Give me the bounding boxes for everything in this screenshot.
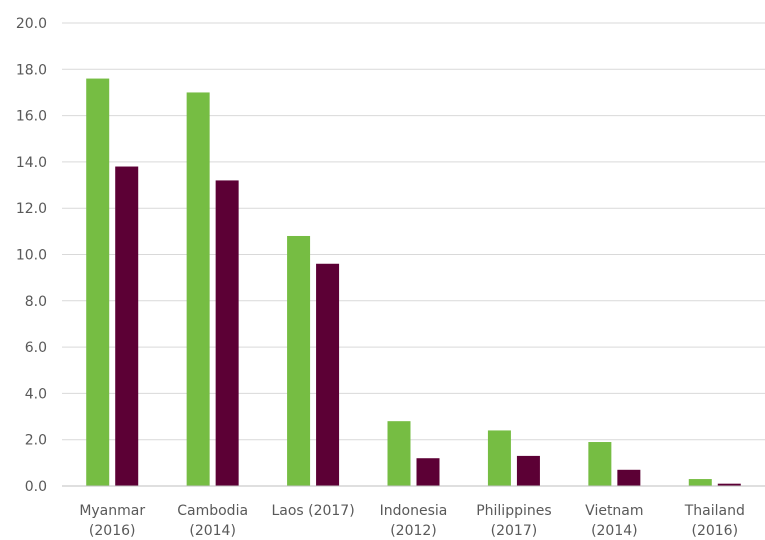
bar-series-2 bbox=[617, 470, 640, 486]
x-category-label: (2014) bbox=[189, 523, 236, 539]
x-category-label: (2014) bbox=[591, 523, 638, 539]
x-category-label: Philippines bbox=[476, 503, 551, 519]
x-category-label: Laos (2017) bbox=[271, 503, 354, 519]
bar-series-2 bbox=[316, 264, 339, 486]
x-category-label: (2016) bbox=[89, 523, 136, 539]
y-tick-label: 16.0 bbox=[16, 109, 47, 125]
x-category-label: (2016) bbox=[692, 523, 739, 539]
x-category-label: Indonesia bbox=[380, 503, 448, 519]
y-tick-label: 4.0 bbox=[25, 386, 47, 402]
bars bbox=[86, 79, 741, 486]
x-category-label: Vietnam bbox=[585, 503, 643, 519]
bar-series-2 bbox=[115, 167, 138, 486]
y-tick-label: 20.0 bbox=[16, 16, 47, 32]
bar-series-1 bbox=[388, 421, 411, 486]
y-axis-ticks: 0.0 2.0 4.0 6.0 8.0 10.0 12.0 14.0 16.0 18.0 20.0 bbox=[16, 16, 47, 495]
bar-series-2 bbox=[517, 456, 540, 486]
x-category-label: Thailand bbox=[684, 503, 745, 519]
bar-series-1 bbox=[588, 442, 611, 486]
x-category-label: Cambodia bbox=[177, 503, 248, 519]
x-category-label: (2017) bbox=[491, 523, 538, 539]
y-tick-label: 18.0 bbox=[16, 62, 47, 78]
y-tick-label: 0.0 bbox=[25, 479, 47, 495]
y-tick-label: 2.0 bbox=[25, 433, 47, 449]
x-axis-category-labels: Myanmar (2016) Cambodia (2014) Laos (2017) In… bbox=[79, 503, 745, 539]
bar-series-1 bbox=[287, 236, 310, 486]
bar-series-2 bbox=[417, 458, 440, 486]
bar-series-1 bbox=[187, 92, 210, 486]
bar-series-2 bbox=[216, 180, 239, 486]
y-tick-label: 6.0 bbox=[25, 340, 47, 356]
x-category-label: (2012) bbox=[390, 523, 437, 539]
y-tick-label: 14.0 bbox=[16, 155, 47, 171]
y-tick-label: 12.0 bbox=[16, 201, 47, 217]
y-tick-label: 8.0 bbox=[25, 294, 47, 310]
x-category-label: Myanmar bbox=[79, 503, 145, 519]
gridlines bbox=[62, 23, 765, 440]
bar-series-1 bbox=[86, 79, 109, 486]
bar-series-1 bbox=[689, 479, 712, 486]
bar-series-1 bbox=[488, 430, 511, 486]
y-tick-label: 10.0 bbox=[16, 248, 47, 264]
